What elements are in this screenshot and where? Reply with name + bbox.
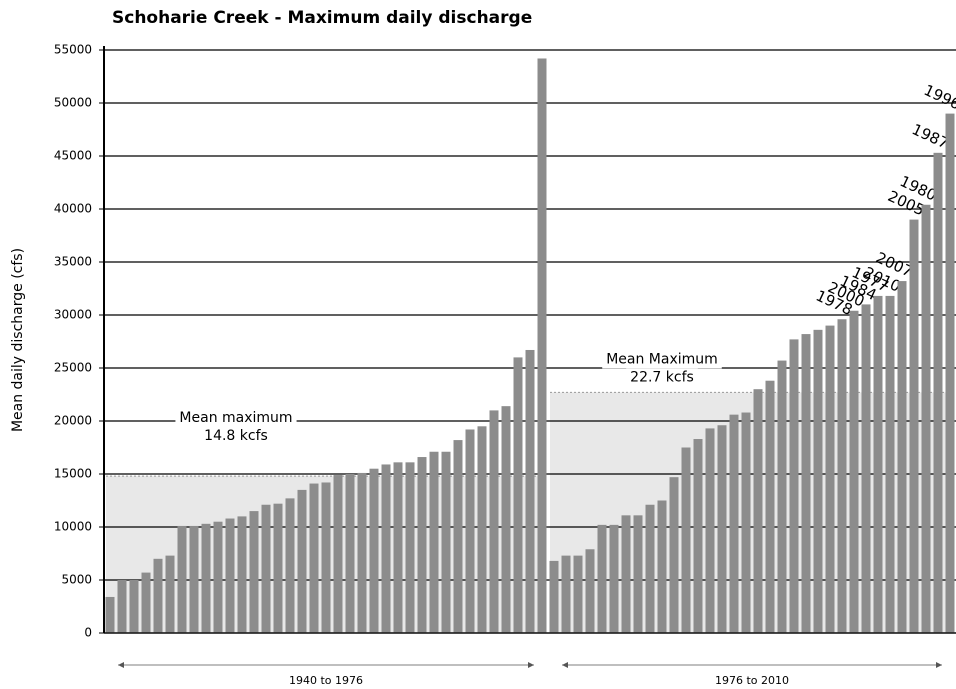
bar — [261, 504, 271, 633]
bar — [141, 572, 151, 633]
y-tick-label: 50000 — [54, 96, 92, 110]
bar — [597, 524, 607, 633]
bar — [705, 428, 715, 633]
bar — [105, 596, 115, 633]
bar — [813, 329, 823, 633]
mean-label: 14.8 kcfs — [204, 428, 268, 444]
bar — [333, 475, 343, 633]
bar — [741, 412, 751, 633]
bar — [777, 360, 787, 633]
y-axis-label: Mean daily discharge (cfs) — [10, 248, 26, 432]
bar — [909, 219, 919, 633]
bar — [393, 462, 403, 633]
bar — [789, 339, 799, 633]
label-background — [602, 350, 722, 369]
y-tick-label: 25000 — [54, 361, 92, 375]
y-tick-label: 20000 — [54, 414, 92, 428]
y-tick-label: 5000 — [61, 573, 92, 587]
bar — [309, 483, 319, 633]
y-tick-label: 45000 — [54, 149, 92, 163]
mean-label: Mean Maximum — [606, 351, 718, 367]
chart-title: Schoharie Creek - Maximum daily discharg… — [112, 8, 532, 28]
bar — [201, 523, 211, 633]
bar — [477, 426, 487, 633]
bar — [381, 464, 391, 633]
bar — [753, 389, 763, 633]
bar — [513, 357, 523, 633]
bar — [717, 425, 727, 633]
bar — [681, 447, 691, 633]
bar — [525, 349, 535, 633]
y-tick-label: 30000 — [54, 308, 92, 322]
label-background — [175, 409, 297, 428]
y-tick-label: 35000 — [54, 255, 92, 269]
bar — [729, 414, 739, 633]
bar — [633, 515, 643, 633]
bar — [453, 440, 463, 633]
bar — [621, 515, 631, 633]
bar — [921, 204, 931, 633]
bar — [213, 521, 223, 633]
bar — [561, 555, 571, 633]
bar — [405, 462, 415, 633]
label-background — [626, 368, 698, 387]
y-tick-label: 10000 — [54, 520, 92, 534]
bar — [849, 310, 859, 633]
bar — [441, 451, 451, 633]
bar — [825, 325, 835, 633]
bar — [837, 319, 847, 633]
bar — [489, 410, 499, 633]
group-label: 1940 to 1976 — [289, 674, 363, 687]
mean-label: 22.7 kcfs — [630, 369, 694, 385]
bar — [693, 439, 703, 633]
bar — [609, 524, 619, 633]
bar — [189, 525, 199, 633]
bar-year-label: 1987 — [909, 120, 951, 152]
y-tick-label: 55000 — [54, 43, 92, 57]
bar — [177, 525, 187, 633]
bar — [165, 555, 175, 633]
bar — [669, 477, 679, 633]
bar — [153, 558, 163, 633]
bar — [237, 516, 247, 633]
bar — [249, 511, 259, 633]
bar — [273, 503, 283, 633]
bar — [573, 555, 583, 633]
bar-year-label: 1996 — [921, 81, 956, 113]
bar — [933, 152, 943, 633]
bar — [645, 504, 655, 633]
bar — [345, 474, 355, 633]
bar — [129, 580, 139, 633]
bar — [945, 113, 955, 634]
bar — [321, 482, 331, 633]
bar — [897, 281, 907, 633]
bar — [885, 295, 895, 633]
bar — [765, 380, 775, 633]
bar — [465, 429, 475, 633]
bar — [537, 58, 547, 634]
bar — [285, 498, 295, 633]
bar — [549, 560, 559, 633]
bar — [117, 580, 127, 633]
bar — [297, 489, 307, 633]
bar — [861, 304, 871, 633]
mean-label: Mean maximum — [179, 410, 292, 426]
bar — [225, 518, 235, 633]
bar — [369, 468, 379, 633]
group-label: 1976 to 2010 — [715, 674, 789, 687]
bar — [801, 334, 811, 633]
bar — [657, 500, 667, 633]
bar — [429, 451, 439, 633]
y-tick-label: 40000 — [54, 202, 92, 216]
y-tick-label: 0 — [84, 626, 92, 640]
bar — [585, 549, 595, 633]
bar — [501, 406, 511, 633]
label-background — [200, 427, 272, 446]
bar — [357, 472, 367, 633]
bar — [417, 457, 427, 633]
bar — [873, 295, 883, 633]
y-tick-label: 15000 — [54, 467, 92, 481]
